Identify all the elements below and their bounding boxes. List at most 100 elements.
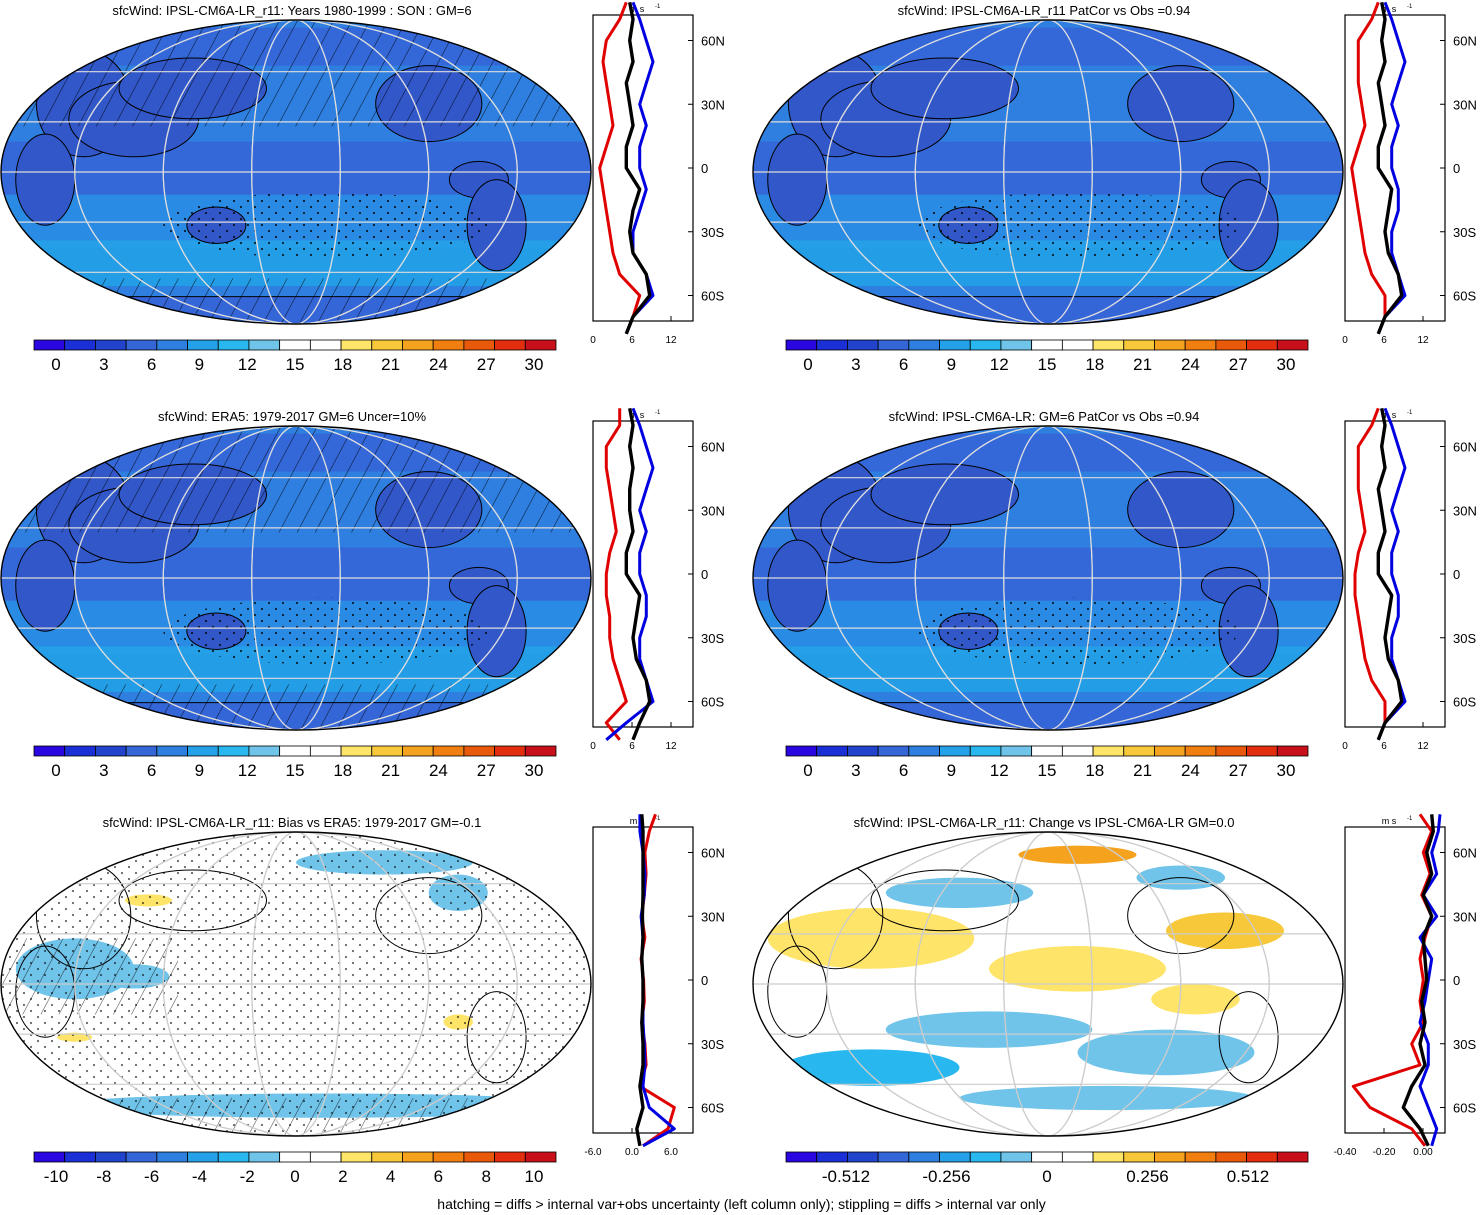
colorbar-swatch [248, 1151, 281, 1163]
colorbar-swatch [64, 339, 96, 351]
footer-note: hatching = diffs > internal var+obs unce… [437, 1196, 1046, 1212]
profile-series-0 [1353, 407, 1387, 741]
colorbar-label: 10 [525, 1167, 544, 1186]
colorbar-swatch [217, 339, 250, 351]
colorbar-swatch [1000, 339, 1033, 351]
colorbar-swatch [908, 339, 940, 351]
units-exponent: -1 [1407, 816, 1413, 822]
panel-title: sfcWind: IPSL-CM6A-LR_r11: Change vs IPS… [854, 815, 1235, 830]
colorbar-swatch [402, 745, 434, 757]
colorbar-swatch [33, 339, 66, 351]
colorbar-swatch [463, 1151, 495, 1163]
colorbar-label: 24 [429, 355, 448, 374]
colorbar-swatch [125, 745, 158, 757]
colorbar-swatch [125, 339, 158, 351]
colorbar-label: 27 [1229, 355, 1248, 374]
colorbar-label: 15 [1038, 761, 1057, 780]
lat-tick-label: 60N [701, 34, 725, 49]
colorbar-label: 3 [851, 761, 860, 780]
colorbar-swatch [1092, 1151, 1125, 1163]
colorbar-swatch [1246, 339, 1278, 351]
map-outline [752, 425, 1344, 731]
colorbar-swatch [371, 1151, 403, 1163]
colorbar-swatch [1000, 745, 1033, 757]
colorbar-swatch [494, 339, 526, 351]
colorbar-swatch [1031, 745, 1063, 757]
profile-series-2 [624, 407, 652, 741]
colorbar-label: -0.512 [822, 1167, 870, 1186]
colorbar-swatch [279, 1151, 311, 1163]
colorbar-swatch [524, 1151, 557, 1163]
colorbar-swatch [1184, 339, 1217, 351]
panel-model-climatology: sfcWind: IPSL-CM6A-LR_r11: Years 1980-19… [0, 1, 725, 374]
colorbar-label: 0.256 [1126, 1167, 1169, 1186]
lat-tick-label: 60S [701, 1101, 724, 1116]
units-exponent: -1 [1407, 410, 1413, 416]
colorbar-label: 12 [238, 761, 257, 780]
colorbar-swatch [432, 1151, 465, 1163]
colorbar-swatch [64, 745, 96, 757]
lat-tick-label: 60S [1453, 1101, 1476, 1116]
lat-tick-label: 60S [701, 289, 724, 304]
colorbar-swatch [156, 745, 188, 757]
colorbar-label: 9 [195, 761, 204, 780]
lat-tick-label: 30N [701, 503, 725, 518]
colorbar-label: 6 [899, 761, 908, 780]
colorbar-label: 30 [525, 761, 544, 780]
colorbar-label: 12 [990, 355, 1009, 374]
profile-series-2 [1376, 1, 1404, 335]
zonal-profile-frame [1344, 420, 1446, 728]
lat-tick-label: 30S [1453, 225, 1476, 240]
colorbar-swatch [939, 1151, 971, 1163]
colorbar-swatch [1123, 1151, 1155, 1163]
map-outline [0, 425, 592, 731]
colorbar-swatch [969, 1151, 1002, 1163]
colorbar-label: -2 [240, 1167, 255, 1186]
colorbar-swatch [371, 745, 403, 757]
panel-mme-patcor: sfcWind: IPSL-CM6A-LR: GM=6 PatCor vs Ob… [752, 407, 1477, 780]
colorbar-swatch [785, 1151, 818, 1163]
colorbar-label: 24 [1181, 355, 1200, 374]
colorbar-swatch [187, 1151, 219, 1163]
profile-x-tick-label: 6.0 [664, 1147, 678, 1158]
colorbar-swatch [463, 339, 495, 351]
panel-model-patcor: sfcWind: IPSL-CM6A-LR_r11 PatCor vs Obs … [752, 1, 1477, 374]
lat-tick-label: 30N [1453, 909, 1477, 924]
colorbar-label: 3 [851, 355, 860, 374]
colorbar-swatch [1246, 1151, 1278, 1163]
colorbar-label: 0 [1042, 1167, 1051, 1186]
lat-tick-label: 30S [1453, 631, 1476, 646]
colorbar-label: 30 [1277, 761, 1296, 780]
colorbar-label: 18 [333, 355, 352, 374]
profile-series-2 [635, 814, 645, 1147]
profile-x-tick-label: -0.40 [1334, 1147, 1357, 1158]
colorbar-swatch [402, 1151, 434, 1163]
colorbar-label: -8 [96, 1167, 111, 1186]
panel-title: sfcWind: IPSL-CM6A-LR_r11 PatCor vs Obs … [898, 3, 1191, 18]
colorbar-swatch [1276, 745, 1309, 757]
colorbar-label: 9 [947, 761, 956, 780]
colorbar-swatch [1215, 745, 1247, 757]
colorbar-swatch [463, 745, 495, 757]
colorbar-swatch [1154, 1151, 1186, 1163]
colorbar-swatch [785, 745, 818, 757]
colorbar-swatch [432, 745, 465, 757]
map-outline [752, 19, 1344, 325]
profile-series-2 [1401, 814, 1435, 1147]
colorbar-label: 21 [1133, 761, 1152, 780]
profile-series-2 [1376, 407, 1404, 741]
profile-series-2 [624, 1, 652, 335]
colorbar-label: 6 [899, 355, 908, 374]
colorbar-label: 2 [338, 1167, 347, 1186]
units-exponent: -1 [655, 4, 661, 10]
lat-tick-label: 60S [1453, 695, 1476, 710]
lat-tick-label: 0 [1453, 161, 1460, 176]
colorbar-label: -4 [192, 1167, 207, 1186]
profile-x-tick-label: -6.0 [584, 1147, 602, 1158]
map-outline [0, 19, 592, 325]
lat-tick-label: 30N [701, 97, 725, 112]
profile-x-tick-label: 6 [1381, 335, 1387, 346]
colorbar-label: 9 [195, 355, 204, 374]
lat-tick-label: 0 [1453, 973, 1460, 988]
colorbar-swatch [156, 1151, 188, 1163]
